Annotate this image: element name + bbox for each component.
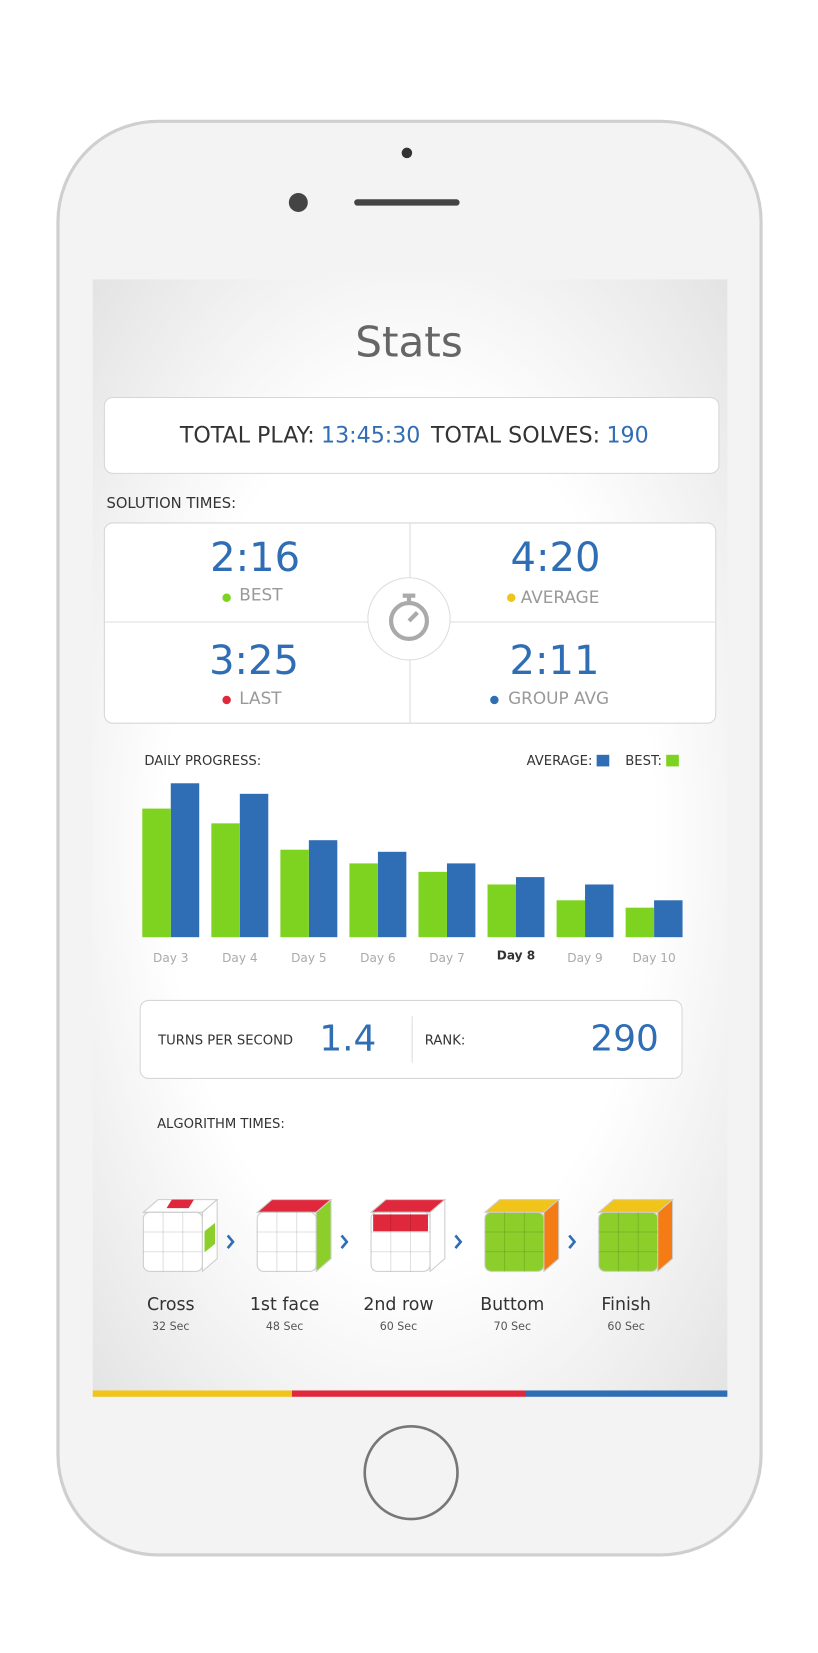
algorithm-steps: Cross 32 Sec 1st face 48 Sec 2nd row 60 Sec Bu… <box>141 1198 674 1333</box>
sensor <box>401 147 413 159</box>
bar <box>211 823 240 938</box>
step-time: 60 Sec <box>607 1320 644 1333</box>
bar <box>625 907 655 938</box>
cube-side <box>543 1198 560 1273</box>
x-tick-label: Day 9 <box>567 951 602 965</box>
cube-side <box>657 1198 674 1273</box>
x-tick-label: Day 3 <box>153 951 188 965</box>
bar <box>446 863 476 938</box>
bar <box>377 851 407 938</box>
metric-value: 290 <box>590 1018 658 1059</box>
x-tick-label: Day 8 <box>497 949 535 963</box>
step-name: 2nd row <box>363 1295 433 1315</box>
step-time: 70 Sec <box>494 1320 531 1333</box>
bar <box>280 849 309 938</box>
legend-label: AVERAGE: <box>527 754 593 769</box>
time-label: LAST <box>239 688 282 708</box>
cube-front-row <box>373 1214 428 1232</box>
cube-side-mark <box>204 1222 216 1253</box>
cube-front <box>598 1211 659 1272</box>
time-value: 3:25 <box>209 638 299 684</box>
bar-chart: Day 3 Day 4 Day 5 Day 6 Day 7 Day 8 Day 9 Day 1… <box>142 754 683 965</box>
cube-front <box>142 1211 203 1272</box>
label: TOTAL SOLVES: <box>430 422 600 448</box>
summary-box <box>103 396 720 474</box>
accent-bar <box>291 1390 527 1397</box>
time-label: AVERAGE <box>521 587 600 607</box>
metric-label: TURNS PER SECOND <box>157 1033 293 1048</box>
time-value: 4:20 <box>511 535 601 581</box>
metrics-box <box>139 999 683 1079</box>
time-label: GROUP AVG <box>508 688 609 708</box>
cube-front <box>256 1211 317 1272</box>
step-name: Finish <box>601 1295 650 1315</box>
metric-value: 1.4 <box>319 1018 376 1059</box>
bar <box>515 877 545 938</box>
section-title: SOLUTION TIMES: <box>106 495 236 512</box>
legend-swatch <box>596 754 610 767</box>
time-value: 2:11 <box>510 638 600 684</box>
section-title: ALGORITHM TIMES: <box>157 1117 285 1132</box>
bar <box>142 808 171 938</box>
time-value: 2:16 <box>210 535 300 581</box>
step-name: Buttom <box>480 1295 544 1315</box>
x-tick-label: Day 6 <box>360 951 395 965</box>
bar <box>585 884 614 938</box>
step-arrow <box>340 1234 349 1249</box>
bar <box>170 783 200 938</box>
stopwatch-icon <box>388 593 430 641</box>
bar <box>308 840 338 938</box>
bar <box>654 900 683 938</box>
legend-dot <box>222 593 231 602</box>
bar <box>487 884 516 938</box>
front-camera <box>288 192 308 212</box>
legend-dot <box>490 695 499 705</box>
value: 13:45:30 <box>321 422 420 448</box>
step-arrow <box>226 1234 235 1249</box>
metric-label: RANK: <box>425 1033 466 1048</box>
bar <box>418 871 447 938</box>
step-name: 1st face <box>250 1295 319 1315</box>
bar <box>239 793 269 938</box>
screen-title: Stats <box>355 317 463 366</box>
x-tick-label: Day 7 <box>429 951 464 965</box>
cube-side <box>315 1198 332 1273</box>
cube-top-mark <box>166 1199 194 1209</box>
time-label: BEST <box>239 585 283 605</box>
bar <box>556 900 586 938</box>
legend-dot <box>222 695 231 705</box>
cube-front <box>484 1211 545 1272</box>
home-button[interactable] <box>363 1424 459 1521</box>
x-tick-label: Day 4 <box>222 951 258 965</box>
legend-dot <box>507 593 516 602</box>
accent-bar <box>526 1390 728 1397</box>
step-time: 48 Sec <box>266 1320 303 1333</box>
summary-line: TOTAL PLAY: 13:45:30 TOTAL SOLVES: 190 <box>179 422 649 448</box>
x-tick-label: Day 5 <box>291 951 326 965</box>
label: TOTAL PLAY: <box>179 422 315 448</box>
x-tick-label: Day 10 <box>632 951 675 965</box>
step-time: 32 Sec <box>152 1320 189 1333</box>
step-arrow <box>454 1234 463 1249</box>
legend-label: BEST: <box>625 754 662 769</box>
step-arrow <box>568 1234 577 1249</box>
bar <box>349 863 378 938</box>
step-time: 60 Sec <box>380 1320 417 1333</box>
cube-side <box>429 1198 446 1273</box>
step-name: Cross <box>147 1295 195 1315</box>
accent-bar <box>92 1390 292 1397</box>
legend-swatch <box>666 754 679 767</box>
value: 190 <box>606 422 648 448</box>
chart-title: DAILY PROGRESS: <box>144 754 261 769</box>
